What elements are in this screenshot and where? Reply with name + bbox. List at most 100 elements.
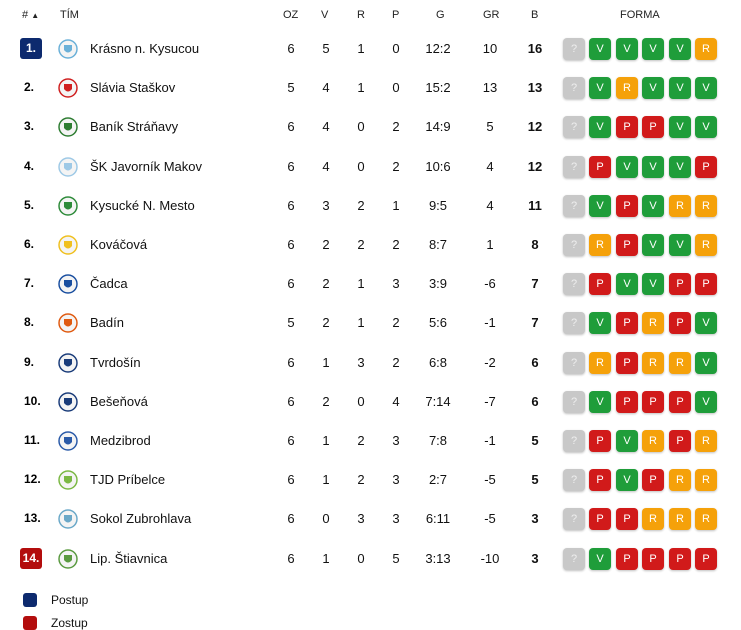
form-result-badge[interactable]: P — [616, 508, 638, 531]
form-result-badge[interactable]: R — [695, 194, 717, 217]
header-rank[interactable]: # ▲ — [22, 9, 40, 21]
form-result-badge[interactable]: V — [616, 469, 638, 492]
form-result-badge[interactable]: V — [642, 273, 664, 296]
form-result-badge[interactable]: R — [669, 194, 691, 217]
team-name-link[interactable]: Kysucké N. Mesto — [90, 197, 195, 213]
form-result-badge[interactable]: V — [589, 194, 611, 217]
header-goal-diff[interactable]: GR — [483, 9, 500, 21]
team-name-link[interactable]: TJD Príbelce — [90, 472, 166, 488]
form-upcoming-badge[interactable]: ? — [563, 194, 585, 217]
form-upcoming-badge[interactable]: ? — [563, 77, 585, 100]
form-result-badge[interactable]: R — [695, 430, 717, 452]
header-draws[interactable]: R — [357, 9, 365, 21]
form-upcoming-badge[interactable]: ? — [563, 38, 585, 60]
header-wins[interactable]: V — [321, 9, 329, 21]
table-row[interactable]: 3. Baník Stráňavy 6 4 0 2 14:9 5 12? V P P V V — [0, 108, 741, 147]
form-result-badge[interactable]: V — [642, 155, 664, 178]
form-result-badge[interactable]: P — [616, 194, 638, 217]
form-result-badge[interactable]: P — [616, 234, 638, 256]
form-upcoming-badge[interactable]: ? — [563, 547, 585, 570]
form-upcoming-badge[interactable]: ? — [563, 430, 585, 452]
table-row[interactable]: 8. Badín 5 2 1 2 5:6 -1 7? V P R P V — [0, 304, 741, 343]
form-result-badge[interactable]: V — [695, 116, 717, 139]
table-row[interactable]: 9. Tvrdošín 6 1 3 2 6:8 -2 6? R P R R V — [0, 344, 741, 383]
team-name-link[interactable]: Krásno n. Kysucou — [90, 41, 200, 56]
form-result-badge[interactable]: V — [642, 77, 664, 100]
form-result-badge[interactable]: V — [642, 194, 664, 217]
form-result-badge[interactable]: P — [616, 312, 638, 335]
table-row[interactable]: 13. Sokol Zubrohlava 6 0 3 3 6:11 -5 3? P P R R R — [0, 500, 741, 539]
form-result-badge[interactable]: P — [616, 351, 638, 374]
table-row[interactable]: 14. Lip. Štiavnica 6 1 0 5 3:13 -10 3? V P P P P — [0, 540, 741, 579]
form-result-badge[interactable]: P — [642, 116, 664, 139]
form-result-badge[interactable]: R — [695, 469, 717, 492]
form-upcoming-badge[interactable]: ? — [563, 234, 585, 256]
form-result-badge[interactable]: V — [642, 38, 664, 60]
team-name-link[interactable]: Sokol Zubrohlava — [90, 511, 192, 527]
header-goals[interactable]: G — [436, 9, 445, 21]
form-result-badge[interactable]: V — [589, 38, 611, 60]
form-result-badge[interactable]: P — [589, 469, 611, 492]
team-name-link[interactable]: Tvrdošín — [90, 354, 141, 370]
form-result-badge[interactable]: V — [616, 430, 638, 452]
team-name-link[interactable]: Bešeňová — [90, 393, 148, 409]
form-result-badge[interactable]: V — [695, 77, 717, 100]
form-result-badge[interactable]: P — [669, 430, 691, 452]
form-result-badge[interactable]: P — [616, 547, 638, 570]
form-result-badge[interactable]: V — [589, 116, 611, 139]
form-result-badge[interactable]: R — [589, 351, 611, 374]
form-result-badge[interactable]: V — [695, 351, 717, 374]
table-row[interactable]: 5. Kysucké N. Mesto 6 3 2 1 9:5 4 11? V P V R R — [0, 187, 741, 226]
form-result-badge[interactable]: P — [695, 547, 717, 570]
form-result-badge[interactable]: V — [589, 312, 611, 335]
form-result-badge[interactable]: R — [642, 430, 664, 452]
team-name-link[interactable]: Slávia Staškov — [90, 80, 176, 96]
table-row[interactable]: 1. Krásno n. Kysucou 6 5 1 0 12:2 10 16? V V V V R — [0, 30, 741, 69]
form-result-badge[interactable]: V — [616, 38, 638, 60]
form-result-badge[interactable]: P — [642, 469, 664, 492]
form-result-badge[interactable]: V — [642, 234, 664, 256]
form-upcoming-badge[interactable]: ? — [563, 469, 585, 492]
form-result-badge[interactable]: V — [589, 77, 611, 100]
form-result-badge[interactable]: V — [695, 312, 717, 335]
form-result-badge[interactable]: V — [669, 77, 691, 100]
table-row[interactable]: 2. Slávia Staškov 5 4 1 0 15:2 13 13? V R V V V — [0, 69, 741, 108]
table-row[interactable]: 10. Bešeňová 6 2 0 4 7:14 -7 6? V P P P V — [0, 383, 741, 422]
form-result-badge[interactable]: P — [589, 273, 611, 296]
form-result-badge[interactable]: R — [695, 234, 717, 256]
form-result-badge[interactable]: V — [589, 547, 611, 570]
team-name-link[interactable]: Lip. Štiavnica — [90, 550, 168, 566]
form-upcoming-badge[interactable]: ? — [563, 312, 585, 335]
form-result-badge[interactable]: P — [589, 430, 611, 452]
header-points[interactable]: B — [531, 9, 539, 21]
form-result-badge[interactable]: V — [669, 155, 691, 178]
header-team[interactable]: TÍM — [60, 9, 79, 21]
form-result-badge[interactable]: V — [669, 38, 691, 60]
form-upcoming-badge[interactable]: ? — [563, 116, 585, 139]
team-name-link[interactable]: Kováčová — [90, 237, 148, 252]
form-result-badge[interactable]: R — [589, 234, 611, 256]
form-result-badge[interactable]: V — [616, 273, 638, 296]
form-result-badge[interactable]: P — [695, 273, 717, 296]
team-name-link[interactable]: Medzibrod — [90, 433, 151, 448]
table-row[interactable]: 7. Čadca 6 2 1 3 3:9 -6 7? P V V P P — [0, 265, 741, 304]
form-result-badge[interactable]: V — [695, 390, 717, 413]
form-result-badge[interactable]: P — [589, 155, 611, 178]
form-result-badge[interactable]: R — [642, 508, 664, 531]
header-losses[interactable]: P — [392, 9, 400, 21]
table-row[interactable]: 11. Medzibrod 6 1 2 3 7:8 -1 5? P V R P R — [0, 422, 741, 461]
form-result-badge[interactable]: P — [589, 508, 611, 531]
form-result-badge[interactable]: R — [642, 351, 664, 374]
form-result-badge[interactable]: V — [669, 234, 691, 256]
form-result-badge[interactable]: R — [695, 38, 717, 60]
form-result-badge[interactable]: R — [669, 508, 691, 531]
team-name-link[interactable]: Baník Stráňavy — [90, 119, 179, 135]
form-result-badge[interactable]: V — [669, 116, 691, 139]
form-result-badge[interactable]: V — [616, 155, 638, 178]
form-result-badge[interactable]: P — [616, 116, 638, 139]
form-result-badge[interactable]: P — [669, 312, 691, 335]
table-row[interactable]: 6. Kováčová 6 2 2 2 8:7 1 8? R P V V R — [0, 226, 741, 265]
team-name-link[interactable]: ŠK Javorník Makov — [90, 158, 202, 174]
table-row[interactable]: 4. ŠK Javorník Makov 6 4 0 2 10:6 4 12? P V V V P — [0, 148, 741, 187]
form-result-badge[interactable]: P — [616, 390, 638, 413]
